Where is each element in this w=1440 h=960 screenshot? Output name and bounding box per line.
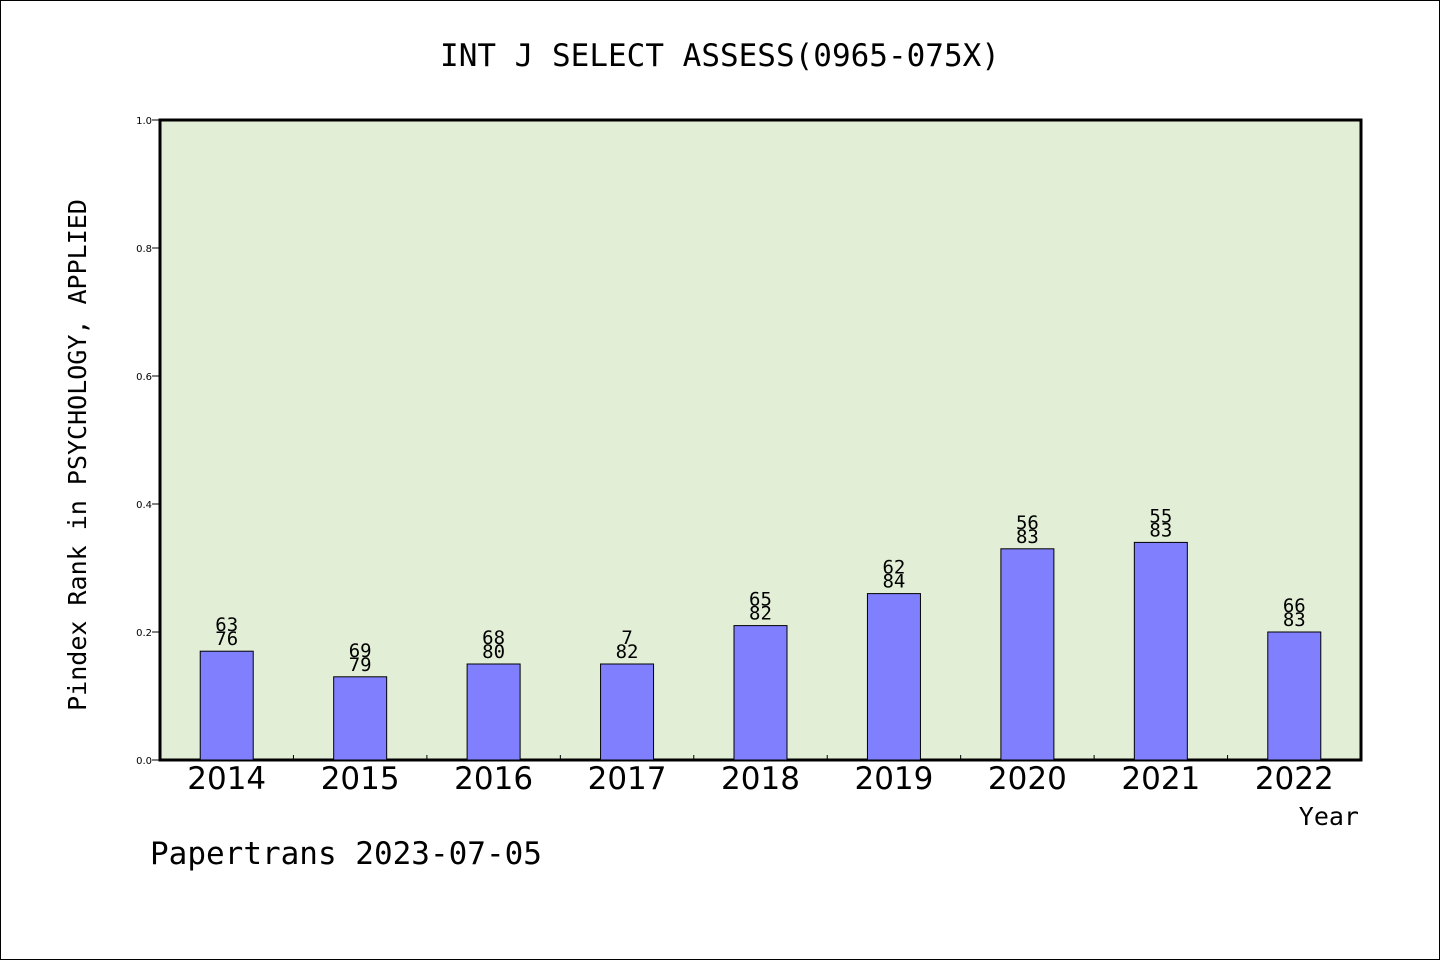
y-axis: 0.0 0.2 0.4 0.6 0.8 1.0 (136, 116, 160, 767)
total-label-2015: 79 (349, 654, 372, 676)
total-label-2021: 83 (1149, 519, 1172, 541)
y-tick-label: 0.2 (136, 628, 152, 639)
x-tick-label-2022: 2022 (1255, 761, 1334, 797)
y-tick-label: 0.6 (136, 372, 152, 383)
x-tick-label-2021: 2021 (1121, 761, 1200, 797)
x-tick-label-2018: 2018 (721, 761, 800, 797)
total-label-2016: 80 (482, 641, 505, 663)
x-axis-label: Year (1299, 802, 1359, 831)
y-tick-label: 0.0 (136, 756, 152, 767)
bar-2020 (1000, 548, 1055, 761)
y-tick-label: 1.0 (136, 116, 152, 127)
total-label-2017: 82 (616, 641, 639, 663)
x-tick-label-2014: 2014 (187, 761, 266, 797)
rank-label-2021: 55 (1149, 505, 1172, 527)
total-label-2018: 82 (749, 603, 772, 625)
bar-2019 (866, 593, 921, 761)
footer-watermark: Papertrans 2023-07-05 (150, 836, 542, 872)
rank-label-2020: 56 (1016, 512, 1039, 534)
rank-label-2016: 68 (482, 627, 505, 649)
bar-2022 (1267, 631, 1322, 761)
x-tick-label-2015: 2015 (321, 761, 400, 797)
total-label-2020: 83 (1016, 526, 1039, 548)
chart-title: INT J SELECT ASSESS(0965-075X) (440, 38, 1000, 74)
rank-label-2014: 63 (215, 614, 238, 636)
bar-2018 (733, 625, 788, 761)
bar-2016 (466, 663, 521, 761)
x-tick-label-2016: 2016 (454, 761, 533, 797)
rank-label-2015: 69 (349, 640, 372, 662)
y-tick-label: 0.8 (136, 244, 152, 255)
total-label-2022: 83 (1283, 609, 1306, 631)
bar-2015 (333, 676, 388, 761)
x-tick-label-2017: 2017 (588, 761, 667, 797)
rank-label-2019: 62 (882, 557, 905, 579)
y-tick-label: 0.4 (136, 500, 152, 511)
total-label-2014: 76 (215, 628, 238, 650)
x-tick-label-2019: 2019 (854, 761, 933, 797)
total-label-2019: 84 (882, 571, 905, 593)
x-axis: 2014 2015 2016 2017 2018 2019 2020 2021 2022 (187, 755, 1334, 797)
x-tick-label-2020: 2020 (988, 761, 1067, 797)
y-axis-label: Pindex Rank in PSYCHOLOGY, APPLIED (63, 199, 92, 711)
rank-label-2022: 66 (1283, 595, 1306, 617)
bar-2017 (600, 663, 655, 761)
bar-2014 (199, 650, 254, 761)
bar-2021 (1133, 541, 1188, 761)
rank-label-2018: 65 (749, 589, 772, 611)
bars-layer (199, 541, 1322, 761)
rank-label-2017: 7 (621, 627, 632, 649)
